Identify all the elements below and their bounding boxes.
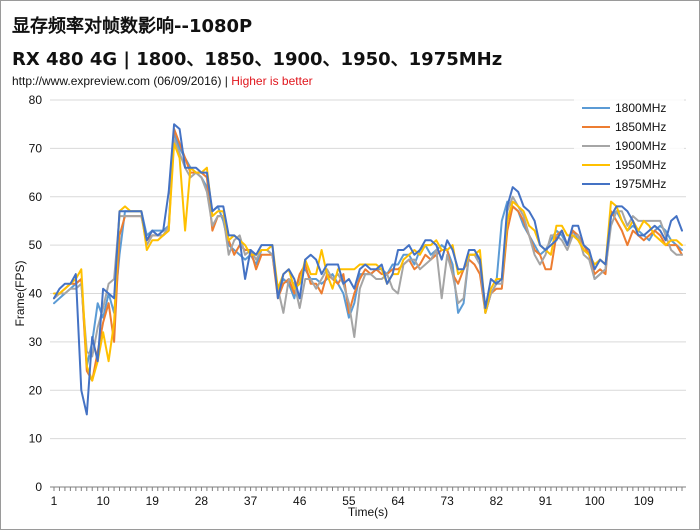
x-tick-label: 91 xyxy=(539,494,553,508)
x-tick-label: 64 xyxy=(391,494,405,508)
higher-is-better-note: Higher is better xyxy=(231,74,313,88)
legend-label: 1850MHz xyxy=(615,120,666,134)
y-tick-label: 30 xyxy=(29,335,43,349)
y-axis-label: Frame(FPS) xyxy=(13,260,27,326)
x-tick-label: 10 xyxy=(96,494,110,508)
chart-subtitle: RX 480 4G | 1800、1850、1900、1950、1975MHz xyxy=(12,49,503,70)
x-tick-label: 37 xyxy=(244,494,258,508)
y-tick-label: 70 xyxy=(29,141,43,155)
series-line-1950MHz xyxy=(53,142,683,382)
legend-label: 1900MHz xyxy=(615,139,666,153)
x-tick-label: 1 xyxy=(51,494,58,508)
y-tick-label: 20 xyxy=(29,383,43,397)
y-tick-label: 10 xyxy=(29,432,43,446)
legend-label: 1800MHz xyxy=(615,101,666,115)
y-tick-label: 0 xyxy=(35,480,42,494)
source-separator: | xyxy=(224,74,228,88)
x-tick-label: 46 xyxy=(293,494,307,508)
x-tick-label: 73 xyxy=(441,494,455,508)
legend-label: 1975MHz xyxy=(615,177,666,191)
series-line-1975MHz xyxy=(53,123,683,416)
y-tick-label: 50 xyxy=(29,238,43,252)
y-tick-label: 40 xyxy=(29,287,43,301)
chart-title: 显存频率对帧数影响--1080P xyxy=(12,16,253,37)
x-tick-label: 82 xyxy=(490,494,504,508)
x-tick-label: 100 xyxy=(585,494,605,508)
source-line: http://www.expreview.com (06/09/2016) | … xyxy=(12,74,313,88)
x-tick-label: 28 xyxy=(195,494,209,508)
y-tick-label: 80 xyxy=(29,93,43,107)
x-tick-label: 19 xyxy=(146,494,160,508)
x-tick-label: 109 xyxy=(634,494,654,508)
x-axis-label: Time(s) xyxy=(348,505,388,519)
source-url: http://www.expreview.com (06/09/2016) xyxy=(12,74,222,88)
y-tick-label: 60 xyxy=(29,190,43,204)
legend-label: 1950MHz xyxy=(615,158,666,172)
x-tick-label: 55 xyxy=(342,494,356,508)
